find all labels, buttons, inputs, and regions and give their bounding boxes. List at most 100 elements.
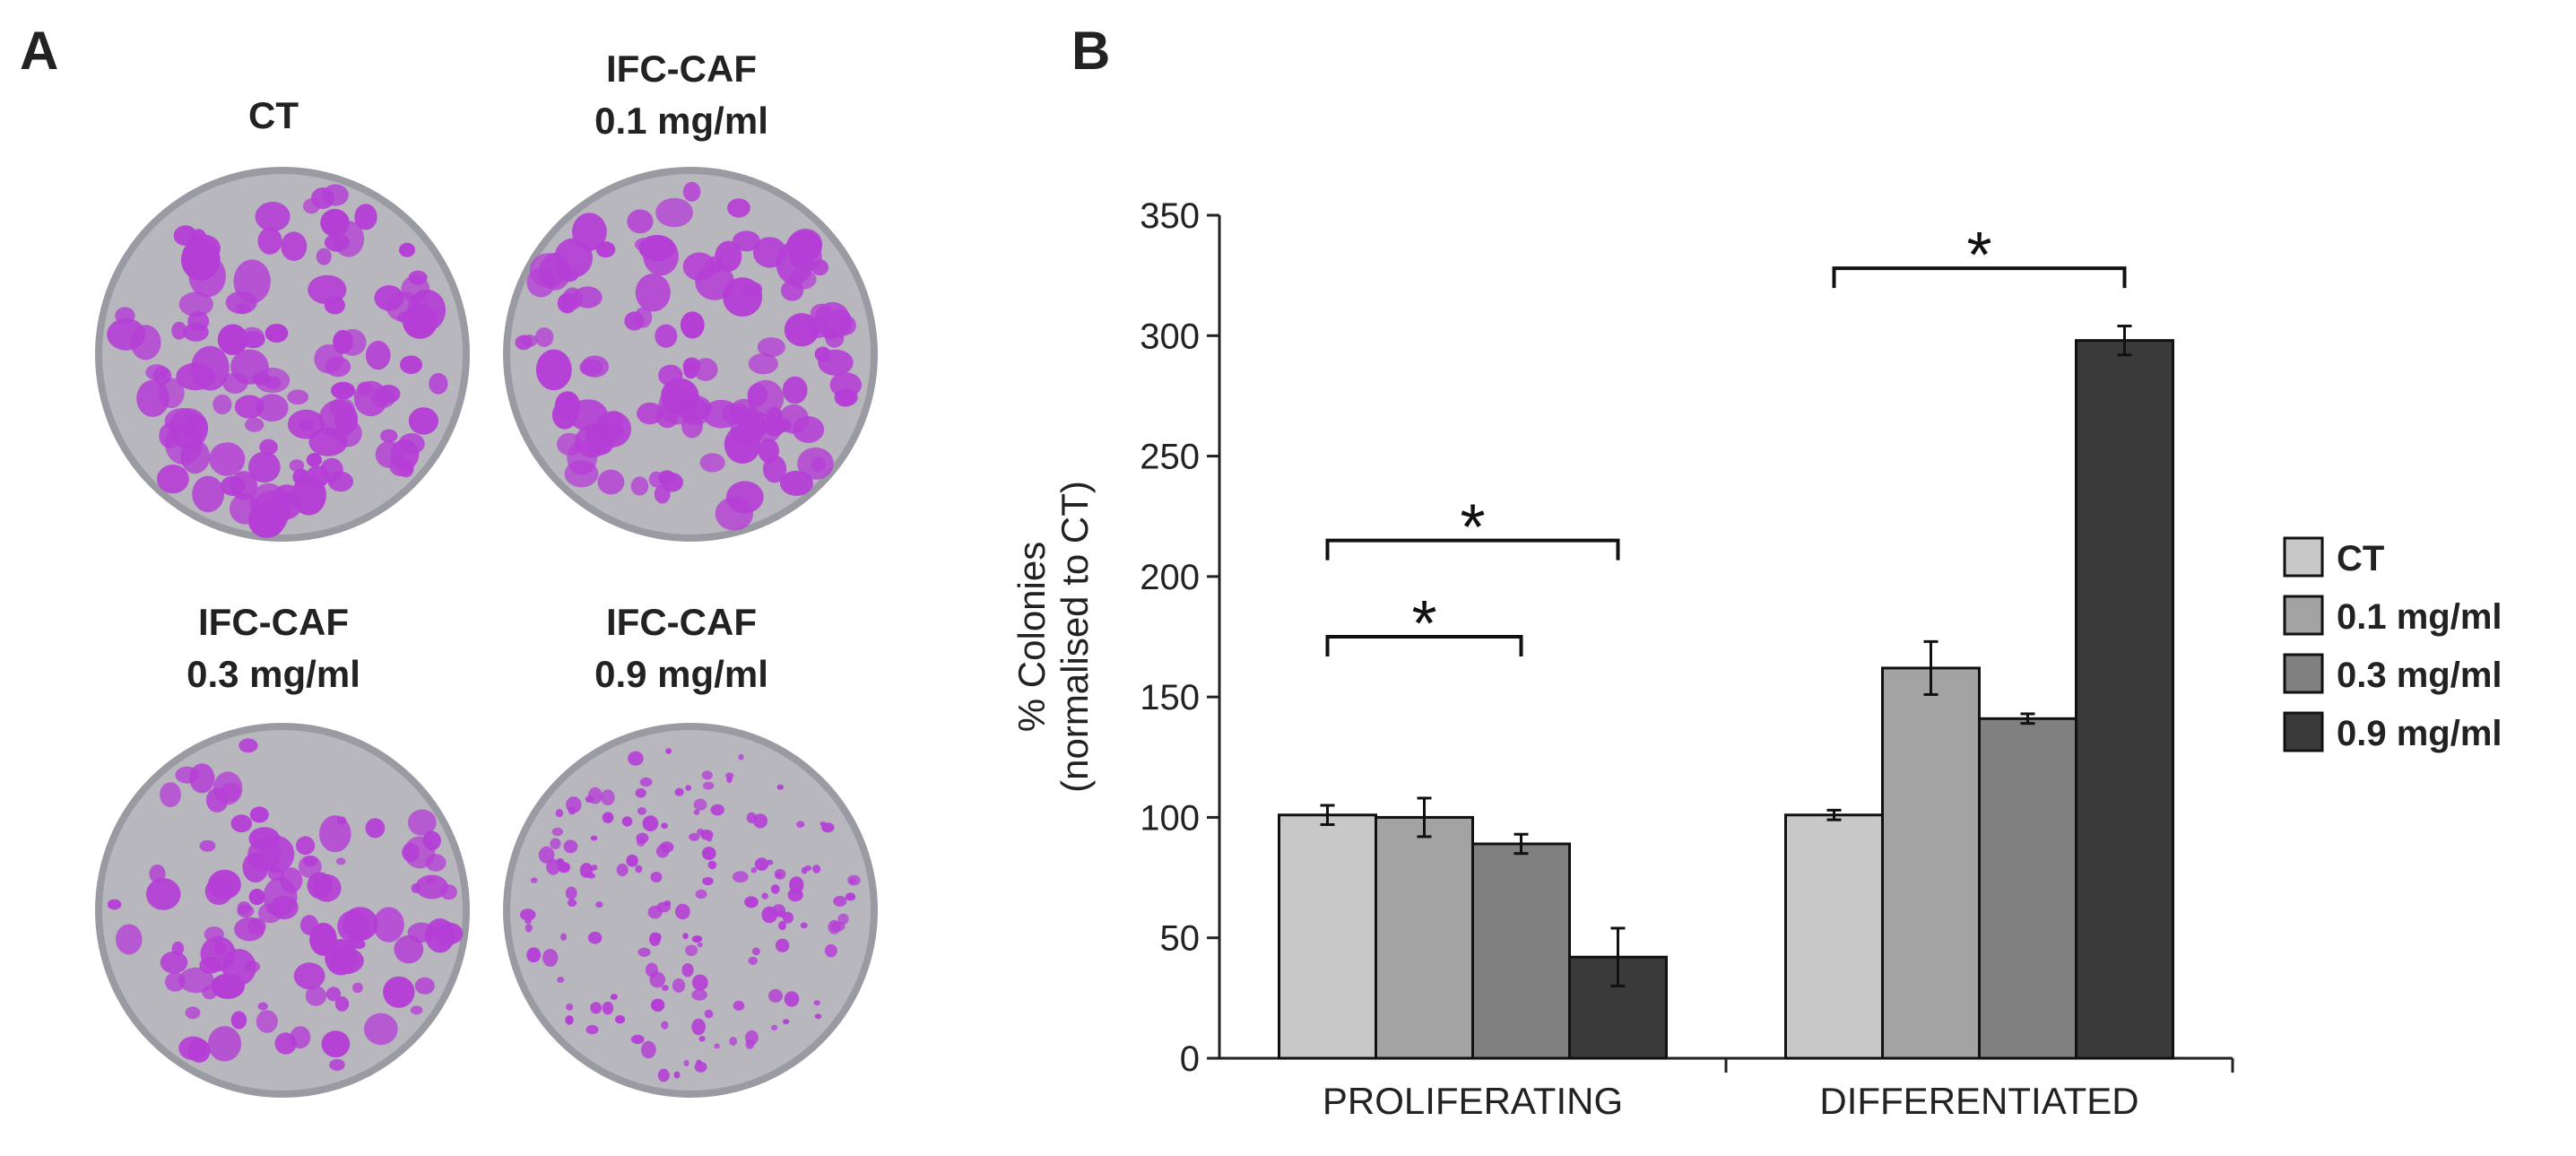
y-tick-label: 0 xyxy=(1180,1039,1200,1079)
colony xyxy=(410,1005,423,1015)
colony xyxy=(699,453,725,473)
colony xyxy=(305,986,327,1006)
dish-label-0.3-line2: 0.3 mg/ml xyxy=(186,653,360,695)
legend-label: CT xyxy=(2337,539,2384,578)
colony xyxy=(256,1010,278,1033)
colony xyxy=(414,977,435,995)
y-axis-label: % Colonies(normalised to CT) xyxy=(1010,481,1096,793)
colony xyxy=(365,341,391,370)
colony xyxy=(202,986,218,1000)
colony xyxy=(595,901,603,908)
colony xyxy=(354,204,377,230)
colony xyxy=(399,242,415,257)
colony xyxy=(525,924,533,933)
colony xyxy=(526,947,542,963)
colony xyxy=(630,476,649,496)
colony xyxy=(834,388,856,407)
colony xyxy=(707,836,713,842)
colony xyxy=(539,252,571,291)
colony xyxy=(235,302,251,315)
colony xyxy=(160,951,188,974)
colony xyxy=(567,899,577,907)
colony xyxy=(335,857,346,865)
colony xyxy=(293,962,325,990)
colony xyxy=(160,782,181,807)
colony xyxy=(744,896,759,908)
colony xyxy=(429,372,448,395)
colony xyxy=(655,197,693,228)
colony xyxy=(702,876,714,886)
colony xyxy=(742,282,763,298)
colony xyxy=(587,931,603,944)
colony xyxy=(158,378,185,408)
colony xyxy=(710,804,724,816)
colony xyxy=(383,976,415,1008)
colony xyxy=(209,442,246,476)
colony xyxy=(585,795,594,803)
colony xyxy=(221,949,256,987)
colony xyxy=(724,772,734,779)
colony xyxy=(130,325,161,361)
colony xyxy=(530,877,538,883)
colony xyxy=(665,748,672,754)
y-axis-label-line1: % Colonies xyxy=(1010,542,1053,732)
dish-label-ct: CT xyxy=(85,90,462,142)
colony xyxy=(245,417,265,432)
colony xyxy=(637,947,651,957)
x-category-label: PROLIFERATING xyxy=(1323,1080,1623,1122)
colony xyxy=(649,932,661,946)
colony xyxy=(650,998,665,1012)
colony xyxy=(116,924,143,955)
colony xyxy=(693,809,700,815)
colony xyxy=(331,381,356,400)
colony xyxy=(637,807,646,815)
colony xyxy=(247,451,281,483)
colony xyxy=(655,324,678,348)
colony xyxy=(626,854,638,867)
panel-b-letter: B xyxy=(1071,21,1111,81)
colony xyxy=(640,1040,656,1059)
colony xyxy=(230,1011,247,1030)
colony xyxy=(333,221,365,257)
colony xyxy=(178,1036,208,1060)
colony xyxy=(329,1058,345,1071)
colony xyxy=(828,919,841,934)
colony xyxy=(256,394,289,422)
colony xyxy=(183,323,209,342)
culture-dish-0.9 xyxy=(503,723,878,1098)
dish-label-ct-line1: CT xyxy=(248,94,299,136)
colony xyxy=(373,907,404,943)
colony xyxy=(440,884,457,900)
colony xyxy=(173,225,197,247)
colony xyxy=(271,484,303,520)
colony xyxy=(189,763,215,794)
colony xyxy=(748,352,778,375)
colony xyxy=(538,846,555,864)
colony xyxy=(230,349,269,385)
colony xyxy=(370,387,395,408)
colony xyxy=(704,1009,714,1019)
colony xyxy=(585,1024,599,1035)
colony xyxy=(542,949,559,967)
colony xyxy=(689,832,700,841)
colony xyxy=(394,934,424,964)
colony xyxy=(697,942,703,948)
colony xyxy=(692,974,708,991)
culture-dish-0.3 xyxy=(95,723,470,1098)
colony xyxy=(321,1030,351,1058)
colony xyxy=(675,903,690,920)
colony xyxy=(281,231,308,261)
colony xyxy=(682,933,689,940)
colony xyxy=(587,873,596,879)
colony xyxy=(408,270,428,285)
colony xyxy=(375,440,403,468)
colony xyxy=(398,433,425,455)
dish-label-0.9-line1: IFC-CAF xyxy=(606,601,757,643)
colony xyxy=(169,408,208,450)
colony xyxy=(292,468,309,486)
dish-label-0.3-line1: IFC-CAF xyxy=(198,601,349,643)
colony xyxy=(757,337,785,358)
significance-star: * xyxy=(1411,588,1436,660)
colony xyxy=(422,830,441,851)
colony xyxy=(691,1018,706,1036)
